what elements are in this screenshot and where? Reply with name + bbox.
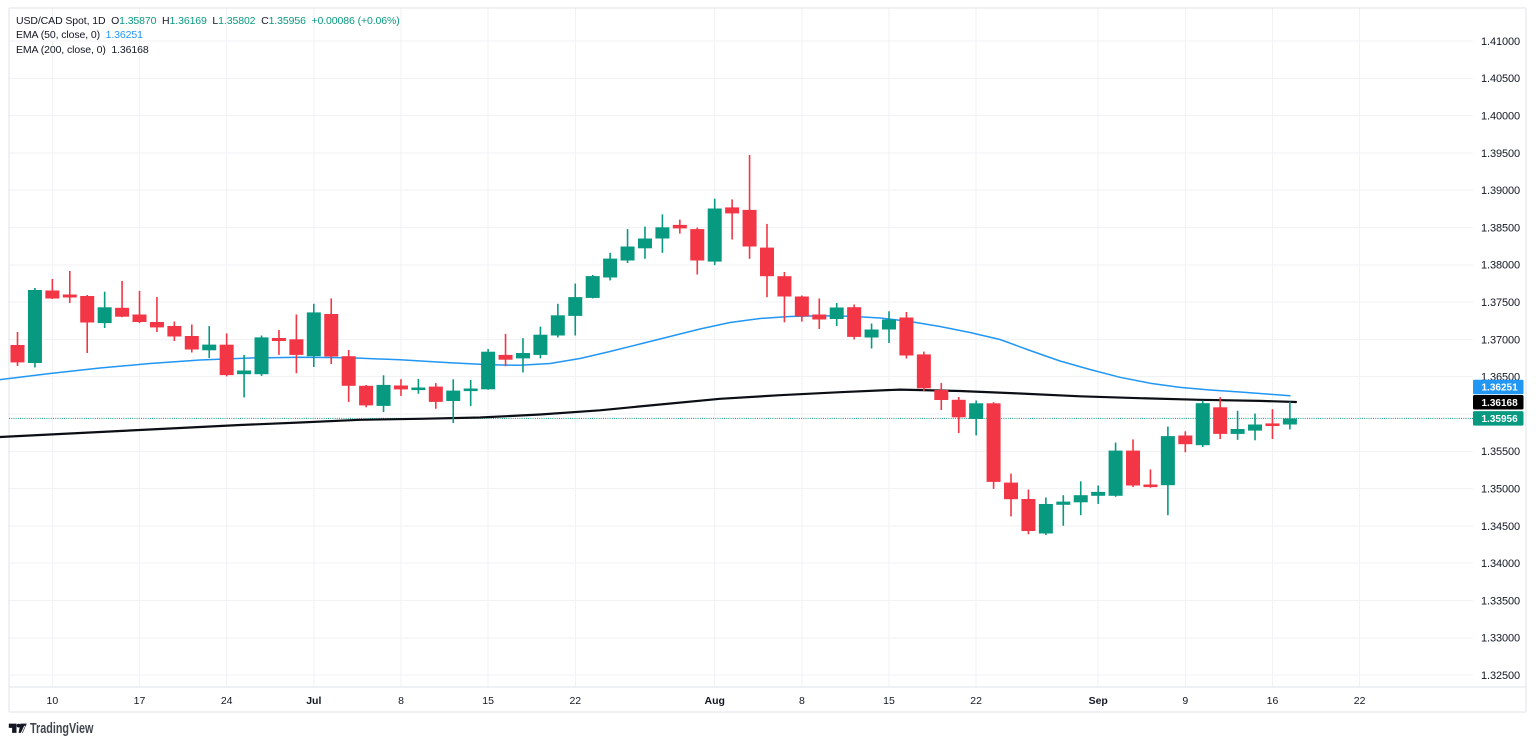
svg-text:8: 8 xyxy=(398,695,404,707)
svg-text:1.35000: 1.35000 xyxy=(1481,484,1520,496)
svg-text:1.32500: 1.32500 xyxy=(1481,670,1520,682)
svg-text:1.40000: 1.40000 xyxy=(1481,111,1520,123)
svg-text:22: 22 xyxy=(569,695,581,707)
svg-text:1.34000: 1.34000 xyxy=(1481,558,1520,570)
svg-text:1.41000: 1.41000 xyxy=(1481,36,1520,48)
svg-text:1.35500: 1.35500 xyxy=(1481,446,1520,458)
svg-text:22: 22 xyxy=(970,695,982,707)
svg-text:1.33500: 1.33500 xyxy=(1481,595,1520,607)
svg-text:1.40500: 1.40500 xyxy=(1481,73,1520,85)
svg-text:22: 22 xyxy=(1354,695,1366,707)
svg-text:1.36168: 1.36168 xyxy=(1482,398,1519,409)
svg-text:1.33000: 1.33000 xyxy=(1481,633,1520,645)
svg-text:1.36251: 1.36251 xyxy=(1482,383,1519,394)
svg-text:8: 8 xyxy=(799,695,805,707)
svg-text:15: 15 xyxy=(883,695,895,707)
svg-text:9: 9 xyxy=(1182,695,1188,707)
svg-text:Aug: Aug xyxy=(704,695,724,707)
svg-text:1.38000: 1.38000 xyxy=(1481,260,1520,272)
svg-text:24: 24 xyxy=(221,695,233,707)
svg-text:Jul: Jul xyxy=(306,695,321,707)
svg-text:1.38500: 1.38500 xyxy=(1481,222,1520,234)
svg-text:Sep: Sep xyxy=(1089,695,1108,707)
svg-text:17: 17 xyxy=(134,695,146,707)
svg-text:16: 16 xyxy=(1267,695,1279,707)
svg-text:1.37000: 1.37000 xyxy=(1481,334,1520,346)
svg-text:1.39000: 1.39000 xyxy=(1481,185,1520,197)
svg-text:15: 15 xyxy=(482,695,494,707)
svg-text:10: 10 xyxy=(47,695,59,707)
svg-text:1.34500: 1.34500 xyxy=(1481,521,1520,533)
svg-text:1.37500: 1.37500 xyxy=(1481,297,1520,309)
svg-text:1.35956: 1.35956 xyxy=(1482,414,1519,425)
svg-text:1.39500: 1.39500 xyxy=(1481,148,1520,160)
